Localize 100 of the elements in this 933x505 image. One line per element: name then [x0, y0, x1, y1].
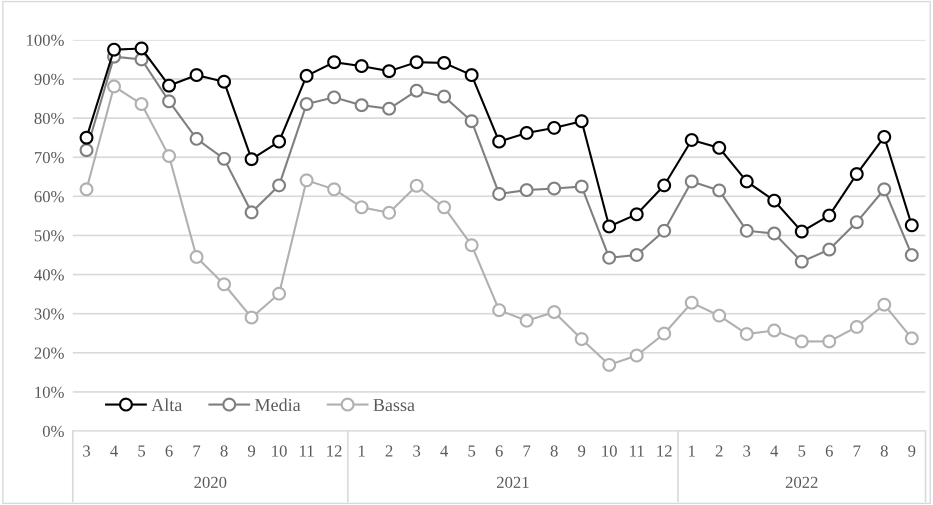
point [602, 250, 616, 265]
x-tick-label: 11 [630, 445, 644, 456]
y-tick-label: 10% [35, 386, 64, 398]
point [574, 332, 589, 346]
point [80, 143, 94, 158]
x-tick-label: 5 [798, 446, 806, 457]
point [740, 174, 754, 188]
point [630, 207, 644, 222]
x-tick-label: 8 [220, 445, 228, 457]
x-tick-label: 9 [578, 445, 586, 457]
x-tick-label: 4 [440, 446, 448, 456]
point [630, 248, 644, 262]
point [767, 324, 782, 338]
x-tick-label: 12 [327, 445, 342, 456]
x-tick-label: 5 [138, 446, 146, 457]
point [822, 242, 836, 256]
point [107, 42, 121, 57]
point [162, 78, 176, 93]
point [272, 286, 286, 301]
x-tick-label: 3 [743, 445, 750, 457]
point [437, 90, 452, 104]
legend-label: Alta [151, 398, 182, 412]
x-tick-label: 6 [166, 445, 173, 457]
point [574, 180, 589, 194]
point [712, 140, 726, 155]
point [190, 250, 204, 264]
y-tick-label: 0% [42, 426, 64, 438]
y-tick-label: 100% [27, 34, 64, 46]
point [382, 206, 396, 220]
x-tick-label: 7 [193, 446, 200, 456]
point [217, 277, 232, 292]
x-tick-label: 2 [716, 445, 722, 456]
point [657, 326, 672, 341]
point [547, 305, 562, 320]
point [492, 303, 506, 318]
point [382, 64, 396, 78]
point [217, 152, 232, 166]
point [822, 208, 836, 222]
point [520, 314, 534, 328]
point [162, 94, 176, 108]
point [134, 42, 148, 56]
point [80, 182, 94, 196]
point [464, 238, 479, 252]
point [850, 167, 864, 181]
point [630, 348, 644, 362]
point [740, 327, 754, 341]
x-tick-label: 2 [386, 445, 392, 456]
point [354, 200, 369, 214]
x-tick-label: 1 [358, 445, 365, 456]
point [877, 182, 892, 196]
legend-label: Bassa [373, 399, 415, 412]
point [794, 334, 809, 348]
point [712, 184, 726, 198]
point [354, 98, 369, 112]
point [657, 178, 672, 192]
point [492, 187, 506, 201]
point [684, 296, 699, 310]
point [740, 224, 754, 238]
point [464, 114, 479, 128]
text: 2022 [786, 476, 818, 488]
point [300, 68, 314, 83]
point [794, 254, 809, 269]
y-tick-label: 20% [34, 347, 64, 359]
point [382, 102, 396, 116]
point [877, 130, 892, 144]
y-tick-label: 80% [34, 112, 64, 124]
point [602, 220, 616, 234]
point [107, 79, 121, 94]
x-tick-label: 10 [272, 445, 287, 457]
x-tick-label: 12 [657, 445, 672, 456]
point [437, 56, 452, 70]
point [904, 248, 919, 262]
x-tick-label: 6 [826, 445, 833, 457]
point [602, 358, 616, 372]
point [162, 149, 176, 164]
point [410, 178, 424, 193]
point [190, 68, 204, 82]
x-tick-label: 7 [854, 446, 860, 456]
point [327, 55, 342, 70]
point [547, 182, 562, 196]
point [272, 134, 286, 149]
point [300, 97, 314, 111]
x-tick-label: 9 [908, 445, 916, 457]
x-tick-label: 8 [550, 445, 558, 457]
y-tick-label: 60% [34, 191, 64, 202]
point [850, 215, 864, 230]
point [794, 224, 809, 238]
legend-label: Media [255, 398, 300, 412]
y-tick-label: 90% [34, 74, 64, 86]
x-tick-label: 4 [770, 446, 778, 456]
point [244, 310, 259, 325]
point [712, 308, 726, 323]
x-tick-label: 11 [300, 445, 314, 456]
point [80, 130, 94, 145]
x-tick-label: 4 [110, 446, 118, 456]
x-tick-label: 9 [248, 445, 256, 457]
text: 2021 [496, 476, 529, 488]
x-tick-label: 1 [689, 445, 695, 456]
point [244, 152, 259, 166]
point [134, 97, 148, 111]
